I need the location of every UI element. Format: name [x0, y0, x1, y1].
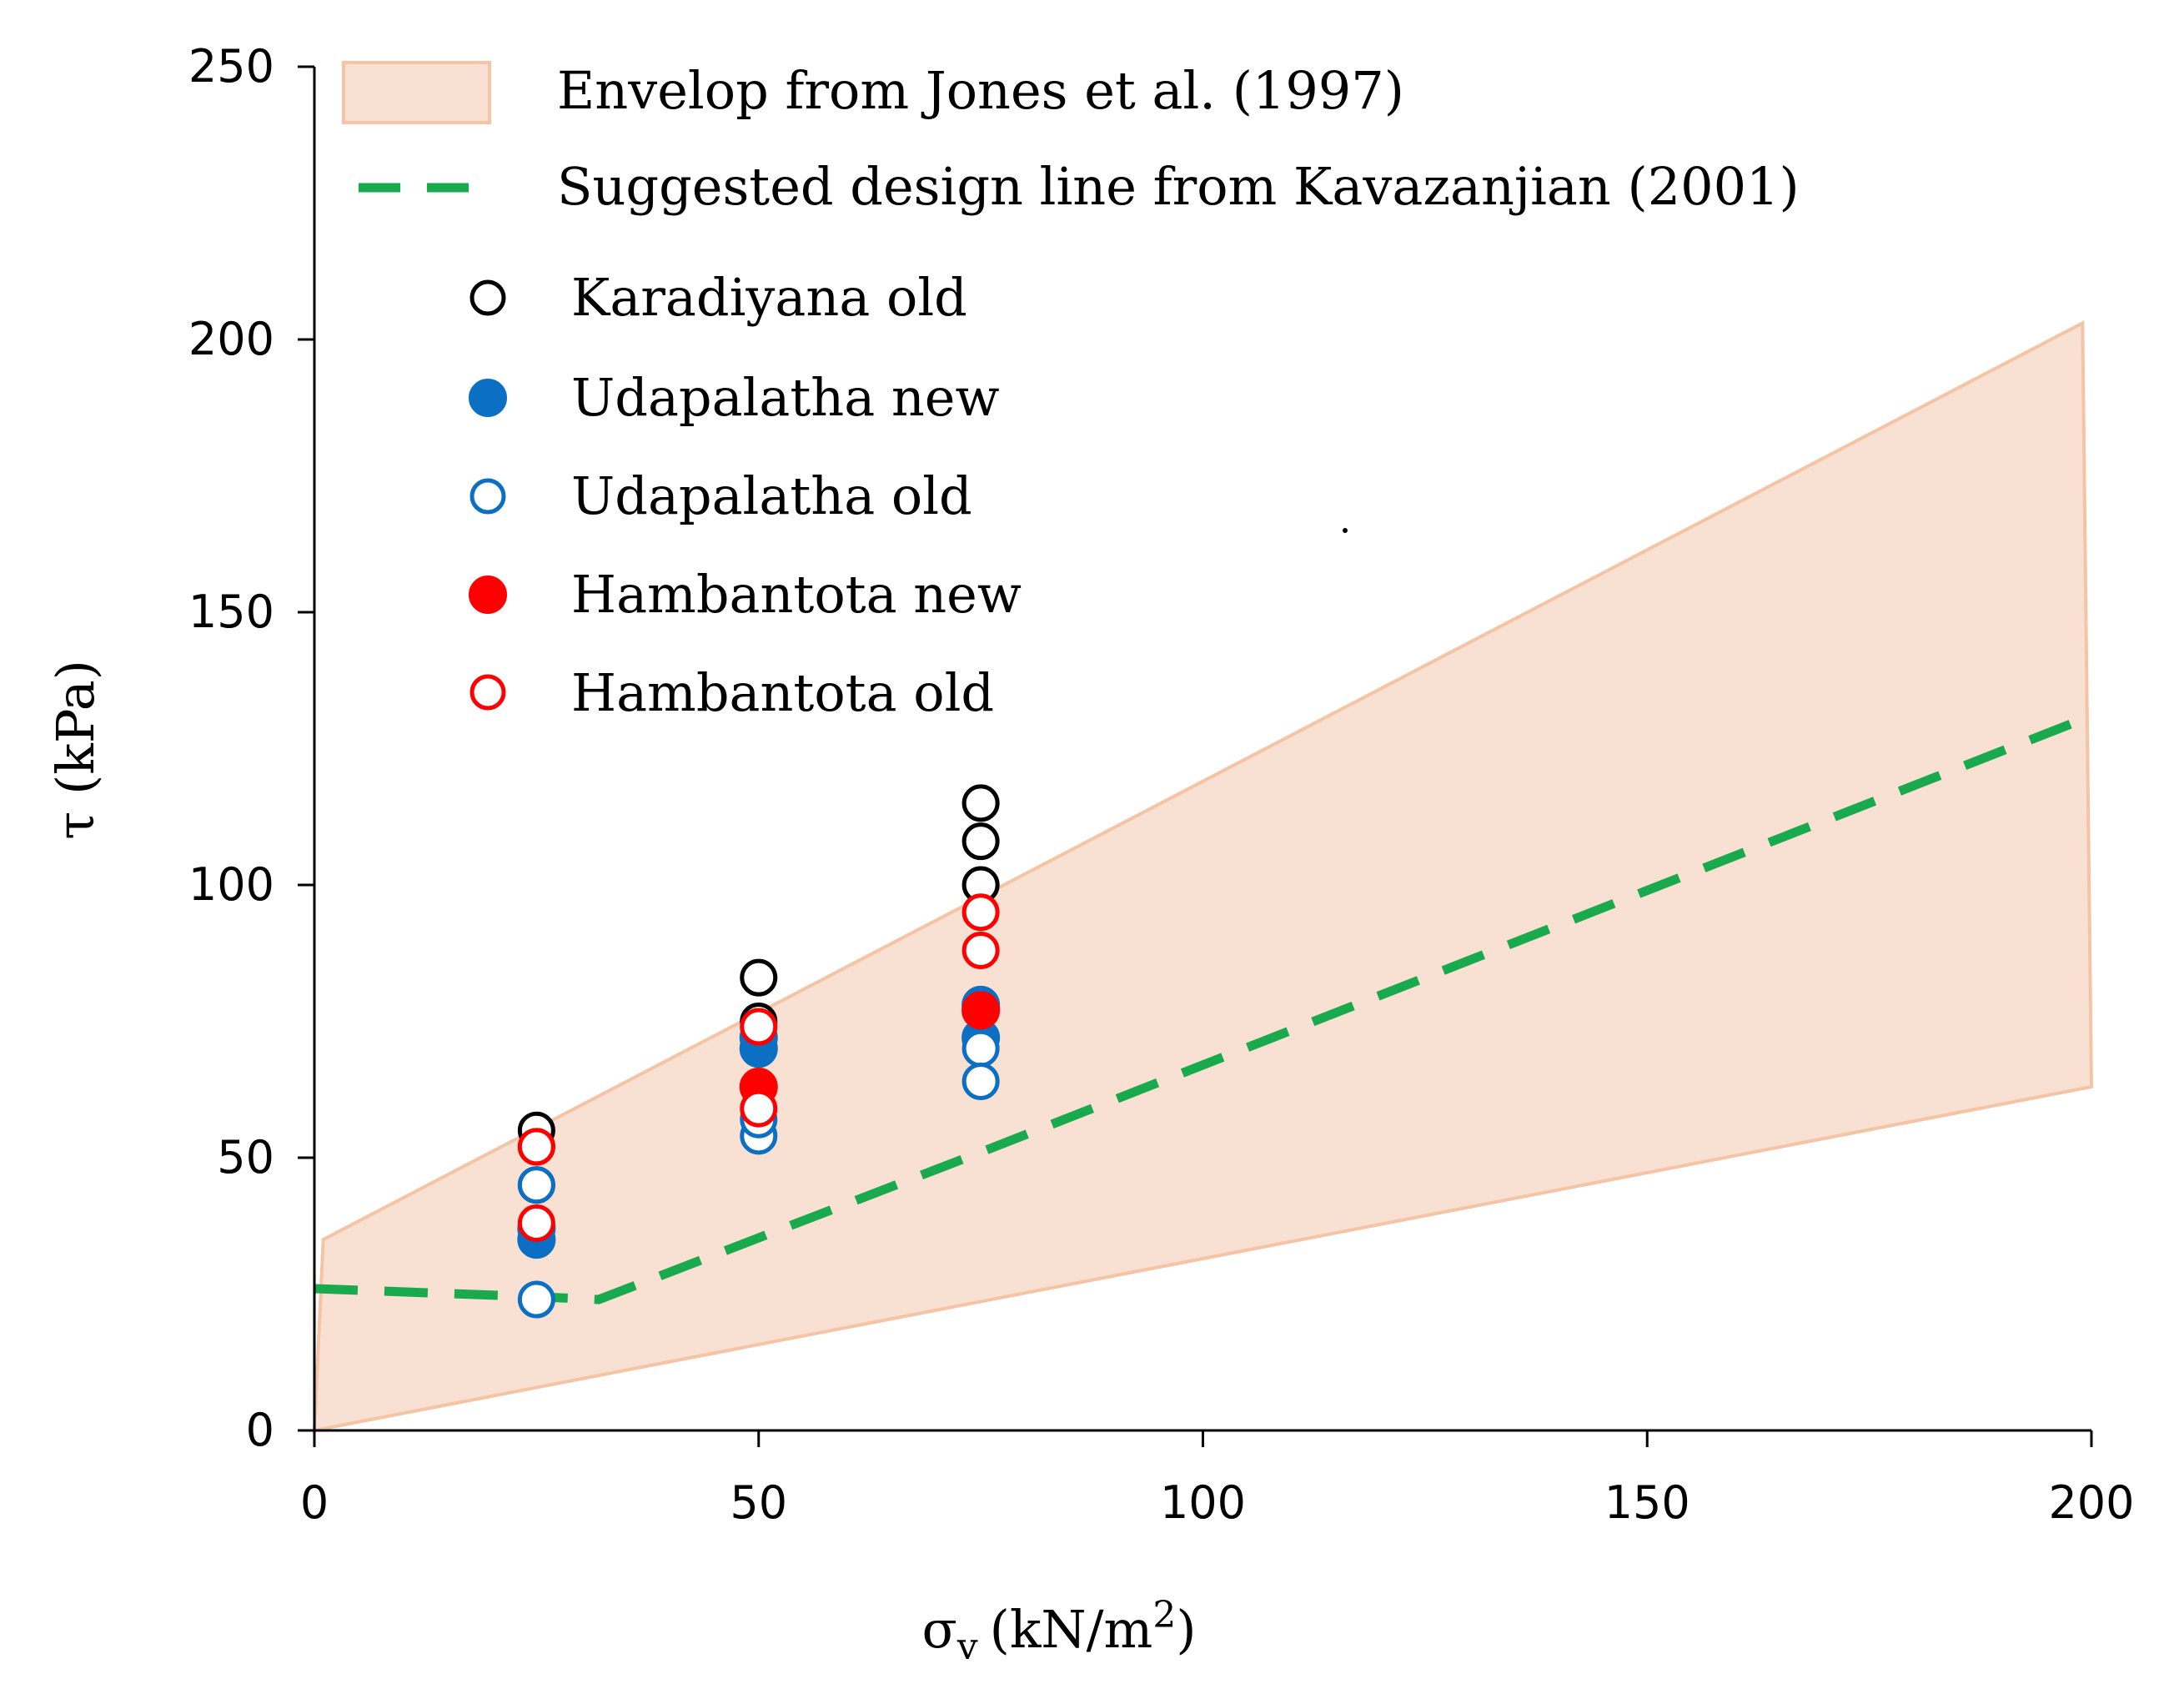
legend-envelope-swatch — [342, 61, 491, 124]
legend-hambantota-old-marker — [469, 674, 506, 711]
data-point-hambantota-old — [517, 1128, 555, 1166]
legend: Envelop from Jones et al. (1997) Suggest… — [342, 60, 1800, 723]
data-point-karadiyana-old — [961, 784, 1000, 822]
stray-dot — [1343, 528, 1348, 533]
legend-envelope-label: Envelop from Jones et al. (1997) — [557, 60, 1404, 121]
data-point-hambantota-old — [517, 1204, 555, 1242]
series-hambantota-old — [517, 893, 1000, 1242]
data-point-udapalatha-old — [517, 1166, 555, 1204]
x-axis-label-subscript: v — [956, 1626, 978, 1668]
legend-udapalatha-new-marker — [469, 379, 507, 417]
data-point-udapalatha-old — [961, 1029, 1000, 1068]
data-point-hambantota-new — [961, 991, 1001, 1030]
x-tick-label: 100 — [1160, 1476, 1246, 1529]
data-point-udapalatha-old — [961, 1062, 1000, 1100]
legend-hambantota-new-marker — [469, 576, 507, 614]
legend-hambantota-new-label: Hambantota new — [571, 564, 1022, 625]
data-point-hambantota-old — [961, 893, 1000, 932]
axes: 0 50 100 150 200 250 0 50 100 150 200 — [188, 40, 2135, 1529]
data-point-hambantota-old — [740, 1008, 778, 1046]
legend-udapalatha-old-marker — [469, 478, 506, 515]
y-tick-label: 50 — [217, 1131, 274, 1184]
x-tick-label: 200 — [2048, 1476, 2134, 1529]
y-tick-label: 0 — [246, 1404, 274, 1456]
x-axis-label-symbol: σ — [921, 1599, 956, 1660]
legend-udapalatha-old-label: Udapalatha old — [571, 465, 972, 526]
y-tick-label: 200 — [188, 313, 274, 365]
data-point-hambantota-old — [740, 1089, 778, 1128]
x-tick-label: 50 — [730, 1476, 787, 1529]
x-axis-label: σv (kN/m2) — [921, 1594, 1196, 1668]
x-tick-label: 0 — [300, 1476, 329, 1529]
x-axis-label-superscript: 2 — [1152, 1594, 1176, 1636]
legend-udapalatha-new-label: Udapalatha new — [571, 367, 1000, 428]
data-points — [517, 784, 1001, 1319]
legend-karadiyana-old-marker — [469, 279, 506, 316]
x-axis-label-close: ) — [1176, 1599, 1196, 1660]
design-line-layer — [314, 711, 2094, 1304]
legend-hambantota-old-label: Hambantota old — [571, 662, 994, 723]
x-axis-label-units: (kN/m — [990, 1599, 1153, 1660]
data-point-karadiyana-old — [740, 958, 778, 997]
legend-karadiyana-old-label: Karadiyana old — [571, 267, 967, 328]
x-tick-label: 150 — [1604, 1476, 1690, 1529]
legend-design-line-label: Suggested design line from Kavazanjian (… — [557, 156, 1800, 217]
y-tick-label: 150 — [188, 586, 274, 638]
y-axis-label: τ (kPa) — [45, 660, 106, 840]
y-tick-label: 100 — [188, 858, 274, 911]
data-point-hambantota-old — [961, 931, 1000, 969]
data-point-udapalatha-old — [517, 1280, 555, 1319]
data-point-karadiyana-old — [961, 822, 1000, 861]
y-tick-label: 250 — [188, 40, 274, 93]
design-line — [314, 711, 2094, 1304]
